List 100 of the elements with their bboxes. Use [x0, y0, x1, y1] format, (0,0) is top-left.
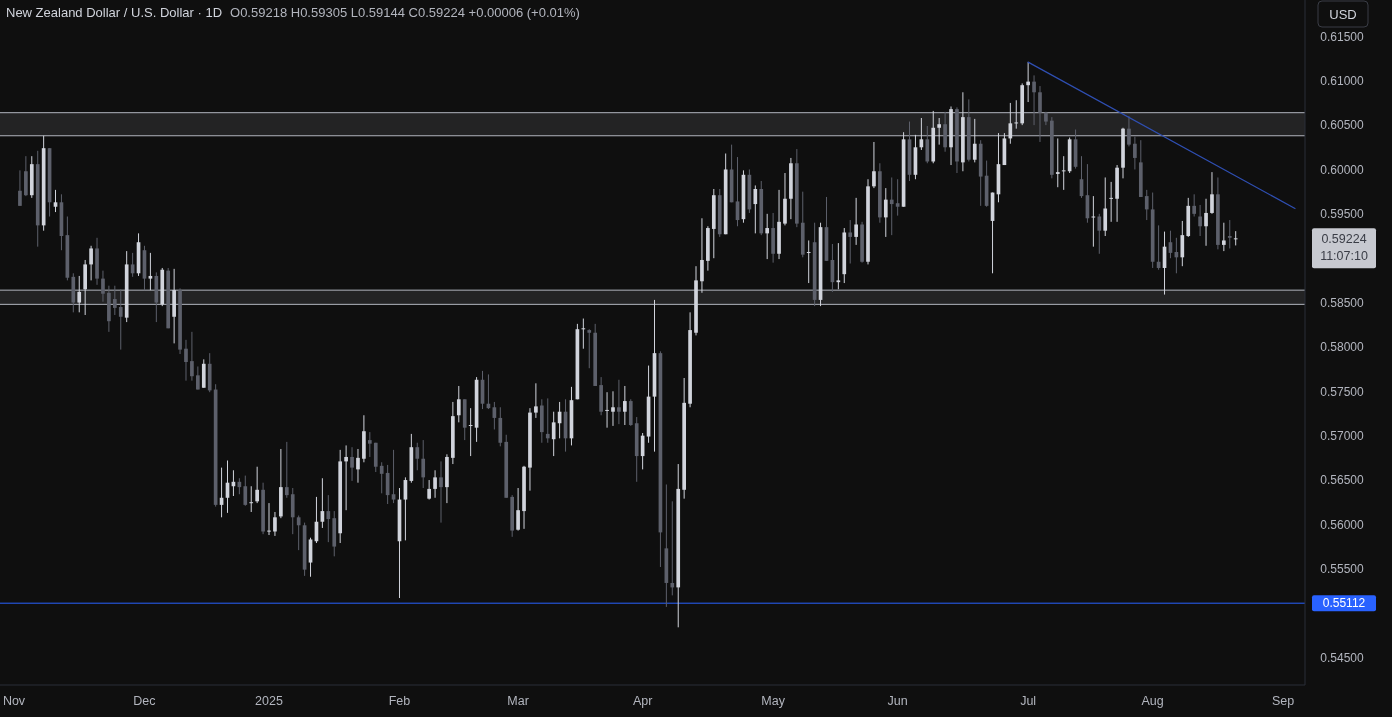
- candlestick: [700, 217, 704, 294]
- y-tick-label: 0.56000: [1320, 517, 1365, 532]
- candlestick: [848, 219, 853, 265]
- candlestick: [356, 448, 360, 484]
- candlestick: [456, 385, 461, 423]
- candlestick: [854, 197, 858, 246]
- candlestick: [587, 328, 592, 369]
- ref-line-label: 0.55112: [1322, 596, 1366, 611]
- candlestick: [1204, 198, 1208, 247]
- x-tick-label: Nov: [2, 694, 26, 708]
- candlestick: [24, 155, 28, 197]
- candlestick: [196, 365, 200, 391]
- candlestick: [1221, 222, 1226, 252]
- candlestick: [551, 411, 556, 457]
- y-tick-label: 0.61500: [1320, 29, 1365, 44]
- candlestick: [326, 494, 331, 543]
- candlestick: [753, 184, 758, 234]
- candlestick: [1109, 181, 1113, 223]
- candlestick: [284, 441, 289, 499]
- candlestick: [379, 461, 384, 494]
- text: 0.59224: [1321, 231, 1367, 246]
- candlestick: [889, 176, 894, 236]
- candlestick: [1032, 74, 1036, 126]
- candlestick: [53, 189, 58, 213]
- candlestick: [18, 169, 22, 207]
- candlestick: [421, 439, 426, 489]
- candlestick: [883, 187, 888, 238]
- candlestick: [1198, 204, 1202, 237]
- candlestick: [267, 502, 271, 536]
- x-tick-label: Feb: [388, 694, 411, 708]
- candlestick: [249, 485, 254, 513]
- candlestick: [427, 479, 431, 501]
- candlestick: [1038, 85, 1042, 143]
- candlestick: [1008, 102, 1013, 145]
- candlestick: [243, 475, 248, 507]
- y-axis-title: USD: [1329, 6, 1357, 22]
- y-tick-label: 0.61000: [1320, 73, 1365, 88]
- candlestick: [628, 398, 633, 427]
- candlestick: [201, 358, 206, 389]
- candlestick: [1180, 220, 1185, 267]
- x-tick-label: Dec: [133, 694, 156, 708]
- candlestick: [534, 382, 538, 419]
- candlestick: [1061, 155, 1066, 191]
- y-tick-label: 0.54500: [1320, 650, 1365, 665]
- candlestick: [415, 442, 420, 471]
- candlestick: [623, 385, 627, 426]
- y-tick-label: 0.58500: [1320, 295, 1365, 310]
- text: 11:07:10: [1320, 248, 1368, 263]
- chart-title: New Zealand Dollar / U.S. Dollar · 1D: [6, 5, 223, 20]
- x-tick-label: Sep: [1272, 694, 1295, 708]
- candlestick: [148, 252, 153, 291]
- candlestick: [255, 466, 259, 504]
- candlestick: [350, 446, 354, 482]
- candlestick: [433, 469, 437, 499]
- candlestick: [1144, 189, 1149, 221]
- candlestick: [1233, 230, 1238, 246]
- y-tick-label: 0.55500: [1320, 561, 1365, 576]
- candlestick: [605, 391, 609, 429]
- candlestick: [273, 511, 277, 537]
- y-tick-label: 0.60500: [1320, 118, 1365, 133]
- y-tick-label: 0.58000: [1320, 340, 1365, 355]
- y-tick-label: 0.59500: [1320, 207, 1365, 222]
- candlestick: [184, 339, 188, 382]
- candlestick: [1192, 193, 1197, 217]
- candlestick: [290, 487, 295, 535]
- candlestick: [77, 275, 82, 313]
- y-tick-label: 0.56500: [1320, 473, 1365, 488]
- chart-subtitle: O0.59218 H0.59305 L0.59144 C0.59224 +0.00006 (+0.01%): [230, 5, 580, 20]
- candlestick: [1127, 115, 1131, 147]
- candlestick: [516, 487, 520, 532]
- candlestick: [972, 118, 977, 163]
- x-tick-label: Mar: [507, 694, 529, 708]
- candlestick: [943, 111, 947, 153]
- candlestick: [1133, 136, 1137, 170]
- candlestick: [1014, 99, 1019, 130]
- candlestick: [806, 239, 811, 284]
- candlestick: [118, 288, 123, 351]
- candlestick: [1103, 176, 1108, 237]
- candlestick: [190, 331, 194, 382]
- candlestick: [1097, 213, 1102, 255]
- candlestick: [937, 117, 941, 146]
- candlestick: [617, 379, 621, 425]
- x-tick-label: May: [761, 694, 786, 708]
- candlestick: [670, 500, 675, 596]
- candlestick: [872, 141, 876, 189]
- candlestick: [112, 285, 117, 316]
- candlestick: [101, 270, 105, 303]
- y-tick-label: 0.57500: [1320, 384, 1365, 399]
- candlestick: [1026, 61, 1030, 103]
- candlestick: [765, 213, 770, 260]
- candlestick: [1210, 171, 1214, 215]
- candlestick: [925, 125, 930, 164]
- candlestick: [391, 449, 396, 504]
- candlestick: [611, 390, 615, 427]
- candlestick: [439, 460, 443, 524]
- x-tick-label: Jul: [1020, 694, 1037, 708]
- candlestick: [581, 318, 586, 350]
- x-tick-label: 2025: [255, 694, 283, 708]
- candlestick: [89, 245, 93, 281]
- candlestick: [545, 397, 550, 444]
